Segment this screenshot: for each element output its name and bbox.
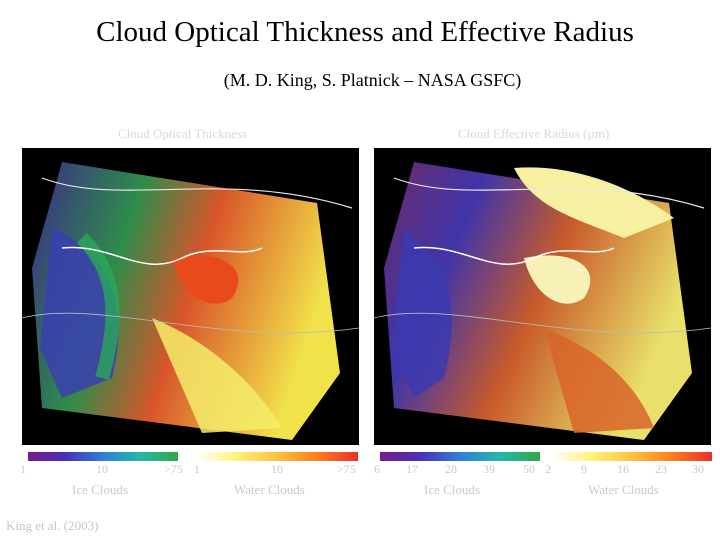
panel-title-effective-radius: Cloud Effective Radius (µm): [458, 126, 610, 141]
scale-tick: 17: [406, 462, 418, 476]
ice-clouds-caption: Ice Clouds: [72, 482, 128, 497]
page-title: Cloud Optical Thickness and Effective Ra…: [96, 16, 634, 48]
scale-tick: 30: [692, 462, 704, 476]
ice-cloud-optical-thickness-colorbar: [28, 452, 178, 461]
optical-thickness-map: [22, 148, 359, 445]
scale-tick: 1: [194, 462, 200, 476]
scale-tick: 9: [581, 462, 587, 476]
scale-tick: 10: [271, 462, 283, 476]
scale-tick: 50: [523, 462, 535, 476]
water-clouds-caption: Water Clouds: [588, 482, 659, 497]
scale-tick: 2: [545, 462, 551, 476]
scale-tick: 10: [96, 462, 108, 476]
scale-tick: 39: [483, 462, 495, 476]
water-clouds-caption: Water Clouds: [234, 482, 305, 497]
scale-tick: 6: [374, 462, 380, 476]
page-subtitle: (M. D. King, S. Platnick – NASA GSFC): [223, 70, 522, 90]
effective-radius-map: [374, 148, 711, 445]
citation: King et al. (2003): [6, 518, 99, 533]
water-cloud-optical-thickness-colorbar: [196, 452, 358, 461]
scale-tick: 16: [617, 462, 629, 476]
ice-cloud-effective-radius-colorbar: [380, 452, 540, 461]
panel-title-optical-thickness: Cloud Optical Thickness: [118, 126, 248, 141]
scale-tick: 23: [655, 462, 667, 476]
scale-tick: >75: [337, 462, 356, 476]
water-cloud-effective-radius-colorbar: [552, 452, 712, 461]
scale-tick: 1: [20, 462, 26, 476]
ice-clouds-caption: Ice Clouds: [424, 482, 480, 497]
scale-tick: 28: [445, 462, 457, 476]
scale-tick: >75: [164, 462, 183, 476]
